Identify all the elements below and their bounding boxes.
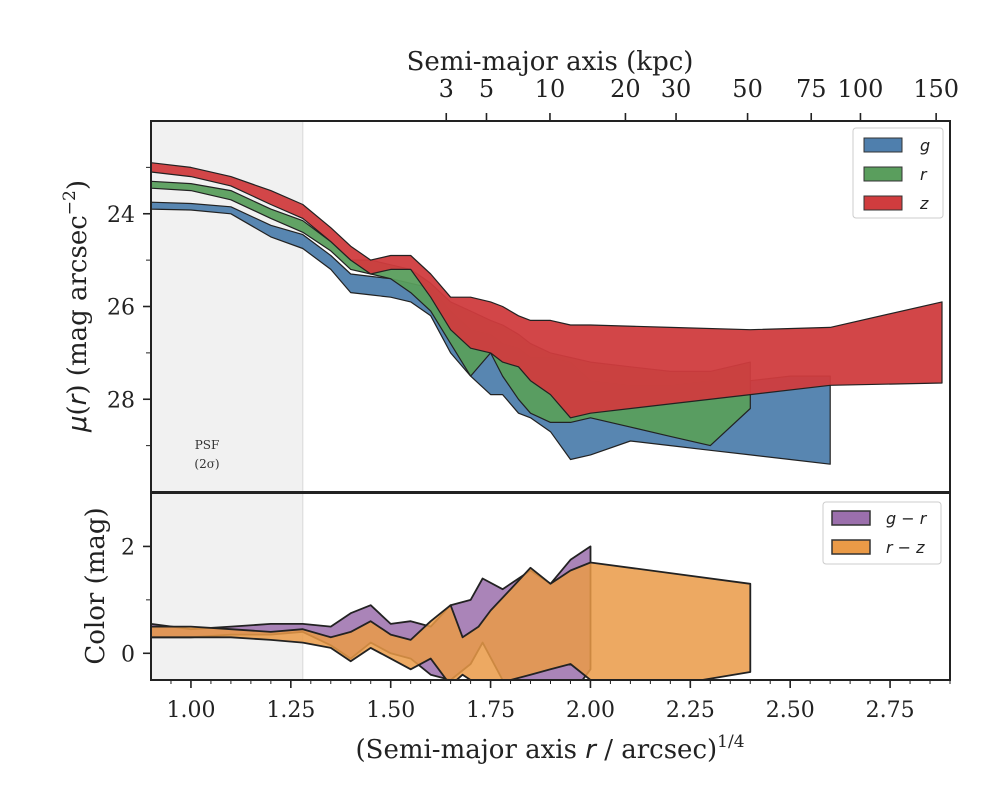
top-x-tick-label: 20	[610, 75, 641, 103]
legend-label-g: g	[920, 136, 930, 155]
legend-swatch-r	[863, 166, 903, 182]
legend-top: g r z	[852, 127, 944, 219]
x-tick-label: 2.25	[666, 698, 715, 723]
top-x-tick-label: 150	[913, 75, 959, 103]
top-x-tick-label: 5	[479, 75, 494, 103]
y-tick-label: 28	[107, 388, 135, 413]
psf-sigma-label: (2σ)	[194, 457, 219, 471]
legend-label-z: z	[919, 194, 929, 213]
x-tick-label: 2.75	[866, 698, 915, 723]
top-x-tick-label: 30	[661, 75, 692, 103]
x-tick-label: 2.50	[766, 698, 815, 723]
surface-brightness-areas	[151, 162, 943, 465]
legend-label-g-r: g − r	[886, 509, 928, 528]
top-x-tick-label: 75	[796, 75, 827, 103]
x-axis-title: (Semi-major axis r / arcsec)1/4	[355, 732, 744, 765]
band-z	[151, 162, 943, 419]
top-x-tick-label: 100	[838, 75, 884, 103]
y-axis-title-bottom: Color (mag)	[81, 507, 111, 664]
y-tick-label: 0	[121, 642, 135, 667]
y-tick-label: 24	[107, 203, 135, 228]
x-tick-label: 1.75	[466, 698, 515, 723]
top-x-tick-label: 3	[439, 75, 454, 103]
psf-label: PSF	[195, 438, 220, 452]
band-r-z	[151, 561, 752, 680]
color-areas	[151, 545, 752, 680]
y-tick-label: 26	[107, 296, 135, 321]
axis-ticks: 1.00 1.25 1.50 1.75 2.00 2.25 2.50 2.753 5 10 20 30…	[107, 75, 959, 723]
x-tick-label: 1.25	[266, 698, 315, 723]
legend-bottom: g − r r − z	[822, 501, 942, 565]
psf-shade-bottom	[151, 493, 303, 680]
x-tick-label: 2.00	[566, 698, 615, 723]
top-x-axis-title: Semi-major axis (kpc)	[407, 47, 694, 77]
y-axis-title-top: μ(r) (mag arcsec−2)	[60, 180, 93, 433]
legend-label-r: r	[920, 165, 928, 184]
legend-swatch-g-r	[831, 510, 871, 526]
legend-label-r-z: r − z	[886, 538, 925, 557]
y-tick-label: 2	[121, 535, 135, 560]
top-x-tick-label: 10	[535, 75, 566, 103]
legend-swatch-g	[863, 137, 903, 153]
x-tick-label: 1.00	[166, 698, 215, 723]
x-tick-label: 1.50	[366, 698, 415, 723]
legend-swatch-r-z	[831, 539, 871, 555]
legend-swatch-z	[863, 195, 903, 211]
top-x-tick-label: 50	[732, 75, 763, 103]
